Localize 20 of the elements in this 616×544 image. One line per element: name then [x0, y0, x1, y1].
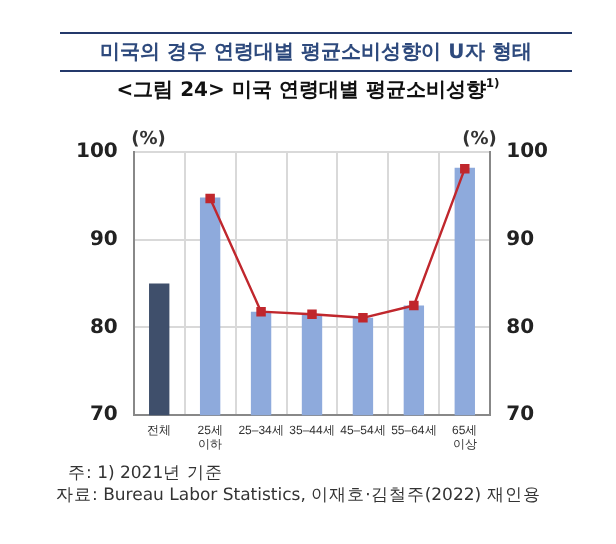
y2-axis-title: (%)	[462, 129, 497, 150]
text: 자료: Bureau Labor Statistics, 이재호·김철주(2022) 재인용	[56, 486, 541, 508]
point	[307, 309, 317, 320]
chart-title: 미국의 경우 연령대별 평균소비성향이 U자 형태	[60, 32, 572, 72]
y-tick-label: 70	[89, 404, 118, 427]
y-tick-label: 90	[89, 228, 118, 251]
y2-tick-label: 70	[506, 404, 535, 427]
y2-tick-label: 100	[506, 141, 549, 164]
y-axis-title: (%)	[131, 129, 166, 150]
y-tick-label: 100	[76, 141, 118, 164]
y2-tick-label: 80	[506, 316, 535, 339]
point	[358, 313, 368, 323]
point	[256, 306, 266, 317]
chart-subtitle: <그림 24> 미국 연령대별 평균소비성향$^{1)}$	[114, 76, 502, 104]
y-tick-label: 80	[89, 316, 118, 339]
point	[205, 193, 215, 204]
point	[409, 300, 419, 311]
point	[460, 163, 470, 174]
text: 주: 1) 2021년 기준	[66, 464, 225, 486]
y2-tick-label: 90	[506, 228, 535, 251]
